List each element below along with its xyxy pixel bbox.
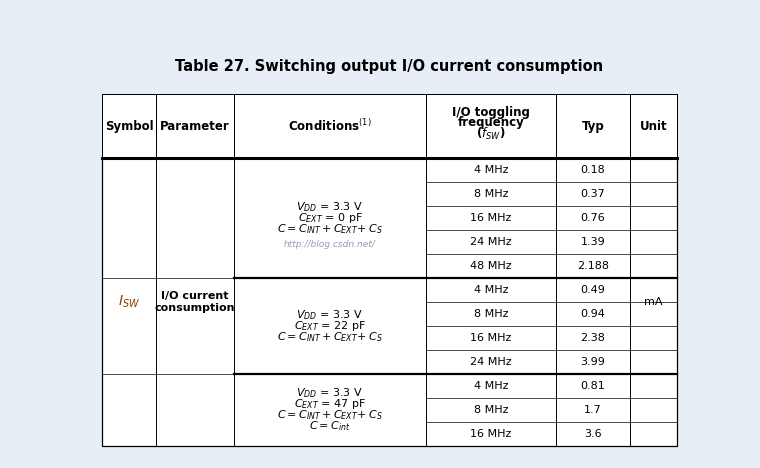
Text: 24 MHz: 24 MHz — [470, 237, 511, 247]
Text: 16 MHz: 16 MHz — [470, 333, 511, 343]
Text: frequency: frequency — [458, 116, 524, 129]
Text: $C = C_{INT} + C_{EXT}$+ $C_S$: $C = C_{INT} + C_{EXT}$+ $C_S$ — [277, 408, 383, 422]
Text: $C_{EXT}$ = 22 pF: $C_{EXT}$ = 22 pF — [294, 319, 366, 333]
Text: 0.94: 0.94 — [581, 309, 606, 319]
Text: 1.7: 1.7 — [584, 405, 602, 415]
Text: 2.38: 2.38 — [581, 333, 606, 343]
Text: $C = C_{INT} + C_{EXT}$+ $C_S$: $C = C_{INT} + C_{EXT}$+ $C_S$ — [277, 222, 383, 236]
Bar — [102, 158, 677, 446]
Text: I/O current
consumption: I/O current consumption — [154, 291, 235, 313]
Text: $V_{DD}$ = 3.3 V: $V_{DD}$ = 3.3 V — [296, 200, 363, 214]
Text: Table 27. Switching output I/O current consumption: Table 27. Switching output I/O current c… — [176, 59, 603, 74]
Text: ($f_{SW}$): ($f_{SW}$) — [477, 126, 505, 142]
Text: I/O toggling: I/O toggling — [452, 106, 530, 119]
Bar — [556, 94, 630, 158]
Text: 0.76: 0.76 — [581, 213, 606, 223]
Text: 4 MHz: 4 MHz — [473, 165, 508, 175]
Text: $C = C_{INT} + C_{EXT}$+ $C_S$: $C = C_{INT} + C_{EXT}$+ $C_S$ — [277, 330, 383, 344]
Text: $V_{DD}$ = 3.3 V: $V_{DD}$ = 3.3 V — [296, 308, 363, 322]
Text: 0.81: 0.81 — [581, 381, 606, 391]
Text: Conditions$^{(1)}$: Conditions$^{(1)}$ — [288, 118, 372, 134]
Bar — [102, 94, 156, 158]
Text: 0.49: 0.49 — [581, 285, 606, 295]
Text: 4 MHz: 4 MHz — [473, 285, 508, 295]
Text: Parameter: Parameter — [160, 119, 230, 132]
Text: 16 MHz: 16 MHz — [470, 429, 511, 439]
Text: Typ: Typ — [581, 119, 604, 132]
Text: http://blog.csdn.net/: http://blog.csdn.net/ — [284, 240, 376, 249]
Text: 4 MHz: 4 MHz — [473, 381, 508, 391]
Text: 8 MHz: 8 MHz — [473, 189, 508, 199]
Text: 1.39: 1.39 — [581, 237, 606, 247]
Text: Symbol: Symbol — [105, 119, 154, 132]
Text: Unit: Unit — [640, 119, 667, 132]
Text: $V_{DD}$ = 3.3 V: $V_{DD}$ = 3.3 V — [296, 387, 363, 401]
Text: mA: mA — [644, 297, 663, 307]
Text: $I_{SW}$: $I_{SW}$ — [118, 294, 140, 310]
Text: 2.188: 2.188 — [577, 261, 609, 271]
Bar — [426, 94, 556, 158]
Text: $C_{EXT}$ = 47 pF: $C_{EXT}$ = 47 pF — [294, 397, 366, 411]
Text: 0.37: 0.37 — [581, 189, 606, 199]
Text: $C = C_{int}$: $C = C_{int}$ — [309, 419, 351, 433]
Text: 8 MHz: 8 MHz — [473, 405, 508, 415]
Bar — [234, 94, 426, 158]
Text: 3.6: 3.6 — [584, 429, 602, 439]
Text: 8 MHz: 8 MHz — [473, 309, 508, 319]
Text: 3.99: 3.99 — [581, 357, 606, 367]
Text: $C_{EXT}$ = 0 pF: $C_{EXT}$ = 0 pF — [298, 211, 363, 225]
Bar — [156, 94, 234, 158]
Text: 16 MHz: 16 MHz — [470, 213, 511, 223]
Text: 0.18: 0.18 — [581, 165, 606, 175]
Text: 48 MHz: 48 MHz — [470, 261, 511, 271]
Text: 24 MHz: 24 MHz — [470, 357, 511, 367]
Bar — [630, 94, 677, 158]
